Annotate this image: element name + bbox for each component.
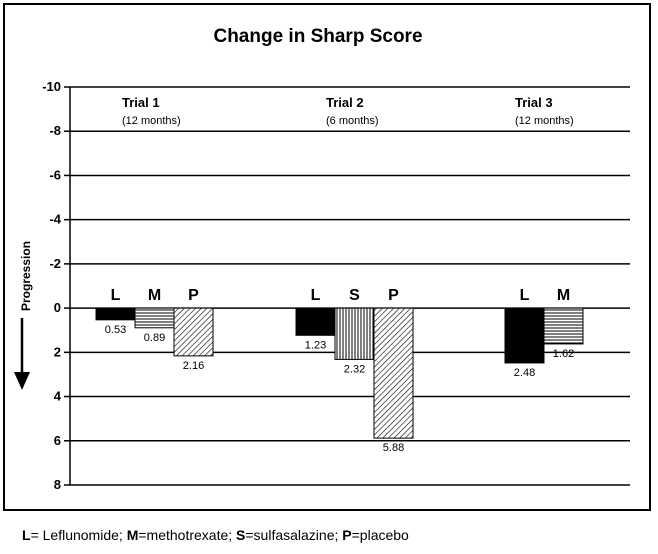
bar-category-label: L [311, 287, 321, 304]
bar [134, 307, 175, 329]
trial-groups: Trial 1 (12 months) L 0.53 M 0.89 P 2.16 Trial 2… [95, 95, 584, 454]
chart-frame [3, 3, 651, 511]
y-tick-labels: -10 -8 -6 -4 -2 0 2 4 6 8 [42, 79, 62, 492]
bar-category-label: L [111, 287, 121, 304]
trial-duration: (6 months) [326, 115, 379, 127]
bar [95, 307, 136, 321]
legend-key: L [22, 527, 31, 543]
bar-value-label: 1.62 [553, 348, 574, 360]
y-tick-label: 4 [54, 389, 62, 404]
y-tick-label: 6 [54, 433, 61, 448]
bar [504, 307, 545, 364]
legend: L= Leflunomide; M=methotrexate; S=sulfas… [22, 527, 409, 543]
trial-name: Trial 1 [122, 95, 160, 110]
y-tick-label: -2 [49, 256, 61, 271]
bar-value-label: 0.89 [144, 332, 165, 344]
y-tick-label: -8 [49, 123, 61, 138]
sharp-score-chart: Change in Sharp Score -10 -8 -6 -4 -2 0 2 4 6 8 T… [14, 26, 630, 492]
bar-category-label: P [388, 287, 399, 304]
bar [334, 307, 375, 360]
y-axis-label: Progression [19, 241, 33, 311]
y-tick-label: 8 [54, 477, 61, 492]
bar-category-label: S [349, 287, 360, 304]
bar-value-label: 1.23 [305, 339, 326, 351]
y-tick-label: 0 [54, 300, 61, 315]
bar-category-label: M [148, 287, 161, 304]
legend-key: P [342, 527, 352, 543]
bar-value-label: 5.88 [383, 442, 404, 454]
legend-text: =methotrexate; [138, 527, 237, 543]
bar [373, 307, 414, 439]
trial-duration: (12 months) [122, 115, 181, 127]
trial-name: Trial 2 [326, 95, 364, 110]
bar-category-label: P [188, 287, 199, 304]
trial-group: Trial 2 (6 months) L 1.23 S 2.32 P 5.88 [295, 95, 414, 454]
y-tick-label: -4 [49, 212, 61, 227]
bar-value-label: 0.53 [105, 324, 126, 336]
chart-title: Change in Sharp Score [213, 26, 422, 47]
gridlines [64, 86, 630, 486]
trial-group: Trial 3 (12 months) L 2.48 M 1.62 [504, 95, 584, 379]
legend-key: M [126, 527, 139, 543]
bar [295, 307, 336, 336]
bar-value-label: 2.32 [344, 363, 365, 375]
y-tick-label: -6 [49, 167, 61, 182]
trial-name: Trial 3 [515, 95, 553, 110]
trial-duration: (12 months) [515, 115, 574, 127]
bar-value-label: 2.48 [514, 367, 535, 379]
progression-arrow-icon [14, 318, 30, 390]
y-tick-label: 2 [54, 344, 61, 359]
bar-category-label: M [557, 287, 570, 304]
legend-text: =sulfasalazine; [245, 527, 343, 543]
y-tick-label: -10 [42, 79, 61, 94]
legend-text: =placebo [351, 527, 409, 543]
trial-group: Trial 1 (12 months) L 0.53 M 0.89 P 2.16 [95, 95, 214, 372]
bar [173, 307, 214, 357]
bar-value-label: 2.16 [183, 360, 204, 372]
legend-key: S [236, 527, 246, 543]
bar [543, 307, 584, 345]
bar-category-label: L [520, 287, 530, 304]
legend-text: = Leflunomide; [30, 527, 127, 543]
